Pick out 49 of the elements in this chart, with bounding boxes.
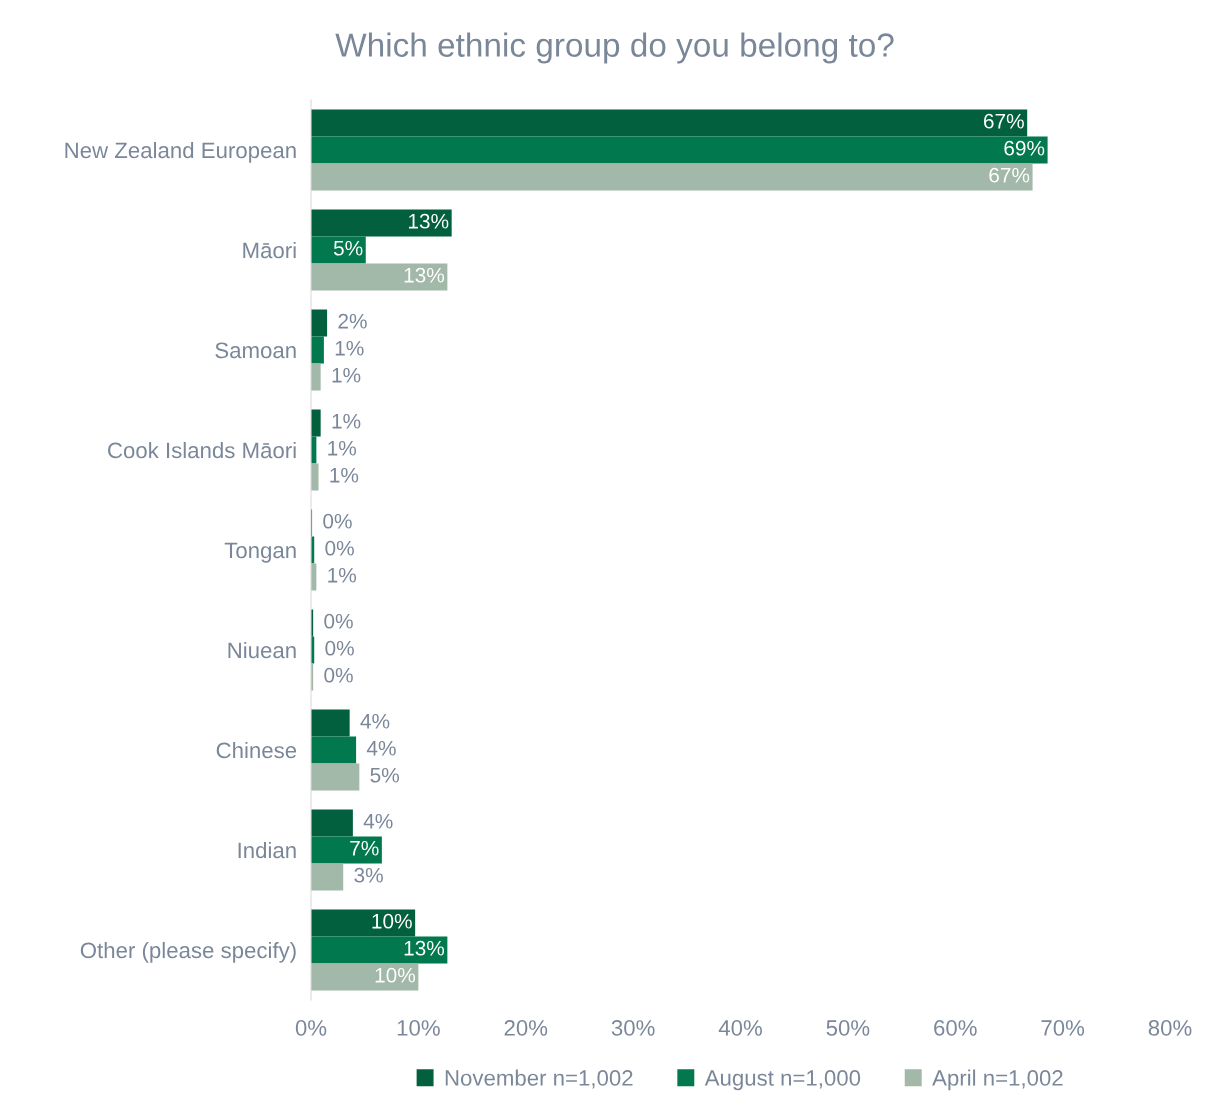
y-tick-label: Māori xyxy=(243,241,296,259)
data-label: 13% xyxy=(408,213,449,229)
legend-label: April n=1,002 xyxy=(932,1069,1063,1091)
data-label: 10% xyxy=(375,967,416,983)
y-tick-label: Niuean xyxy=(228,641,296,659)
data-label: 1% xyxy=(332,367,361,383)
data-label: 1% xyxy=(330,467,359,483)
x-tick-label: 80% xyxy=(1148,1020,1192,1036)
data-label: 1% xyxy=(328,440,357,456)
x-tick-label: 50% xyxy=(826,1020,870,1036)
data-label: 4% xyxy=(363,813,393,829)
x-tick-label: 20% xyxy=(504,1020,548,1036)
x-tick-label: 70% xyxy=(1041,1020,1085,1036)
y-tick-label: Cook Islands Māori xyxy=(108,441,296,459)
x-tick-label: 0% xyxy=(295,1020,327,1036)
legend-label: November n=1,002 xyxy=(445,1069,633,1089)
y-tick-label: Chinese xyxy=(216,741,297,759)
x-tick-label: 30% xyxy=(611,1020,655,1036)
data-label: 5% xyxy=(370,767,399,783)
y-tick-label: Samoan xyxy=(215,342,296,359)
data-label: 2% xyxy=(338,313,367,329)
x-tick-label: 60% xyxy=(934,1020,977,1036)
legend-label: August n=1,000 xyxy=(704,1070,861,1091)
data-label: 1% xyxy=(332,413,361,429)
x-tick-label: 10% xyxy=(397,1020,440,1036)
data-label: 4% xyxy=(366,740,396,756)
data-label: 1% xyxy=(328,567,357,583)
data-label: 69% xyxy=(1004,140,1045,156)
y-tick-label: Other (please specify) xyxy=(80,941,296,963)
x-tick-label: 40% xyxy=(718,1020,762,1036)
y-tick-label: Tongan xyxy=(224,542,296,563)
data-label: 1% xyxy=(335,340,364,356)
y-tick-label: New Zealand European xyxy=(65,141,296,163)
chart-title: Which ethnic group do you belong to? xyxy=(335,32,894,64)
y-tick-label: Indian xyxy=(238,841,296,859)
data-label: 7% xyxy=(350,840,379,856)
data-label: 67% xyxy=(989,167,1030,183)
data-label: 0% xyxy=(325,640,354,656)
data-label: 0% xyxy=(323,513,352,529)
data-label: 10% xyxy=(372,913,412,929)
data-label: 4% xyxy=(360,713,390,729)
data-label: 3% xyxy=(354,867,383,883)
data-label: 0% xyxy=(325,540,354,556)
data-label: 67% xyxy=(983,113,1024,129)
data-label: 13% xyxy=(404,940,445,956)
data-label: 5% xyxy=(333,240,363,256)
data-label: 13% xyxy=(404,267,445,283)
data-label: 0% xyxy=(324,667,353,683)
data-label: 0% xyxy=(324,613,353,629)
